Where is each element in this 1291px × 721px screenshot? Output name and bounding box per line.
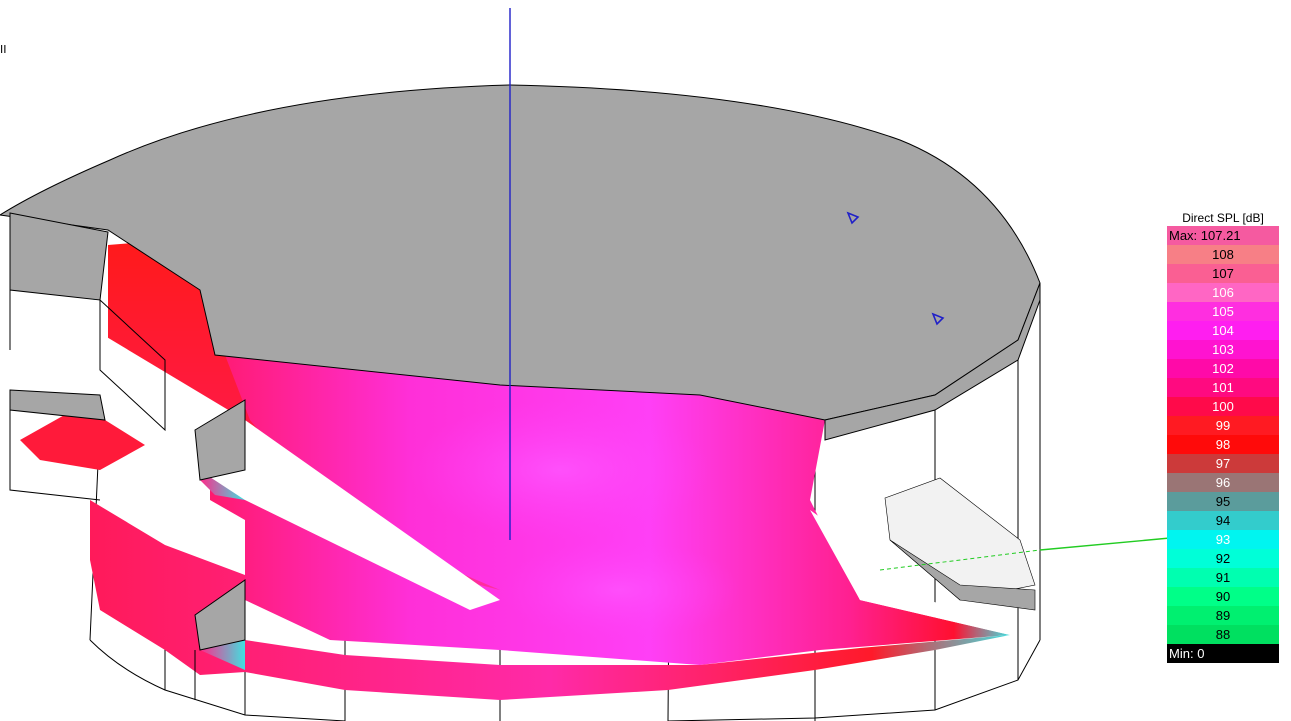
- legend-level: 105: [1167, 302, 1279, 321]
- speaker-icon[interactable]: [846, 211, 860, 225]
- legend-min-label: Min:: [1169, 646, 1194, 661]
- legend-level: 97: [1167, 454, 1279, 473]
- legend-max-value: 107.21: [1200, 228, 1241, 243]
- legend-title: Direct SPL [dB]: [1182, 211, 1264, 225]
- legend-min: Min: 0: [1167, 644, 1279, 663]
- legend-level: 99: [1167, 416, 1279, 435]
- audience-peak-glow: [410, 400, 710, 540]
- legend-level: 107: [1167, 264, 1279, 283]
- spl-legend: Direct SPL [dB] Max: 107.21 108 107 106 105…: [1167, 210, 1279, 663]
- legend-level: 106: [1167, 283, 1279, 302]
- balcony-gap: [810, 510, 1010, 635]
- viewport-corner-marker: II: [0, 43, 7, 56]
- legend-level: 88: [1167, 625, 1279, 644]
- audience-upper-tier: [108, 237, 500, 590]
- legend-max: Max: 107.21: [1167, 226, 1279, 245]
- legend-level: 91: [1167, 568, 1279, 587]
- legend-max-label: Max:: [1169, 228, 1198, 243]
- legend-level: 98: [1167, 435, 1279, 454]
- legend-level: 108: [1167, 245, 1279, 264]
- balcony-boxes: [9, 212, 246, 700]
- speaker-icon[interactable]: [931, 312, 945, 326]
- legend-level: 92: [1167, 549, 1279, 568]
- legend-scale: Max: 107.21 108 107 106 105 104 103 102 101 100 9…: [1167, 226, 1279, 663]
- roof-edge: [824, 282, 1041, 441]
- legend-levels: 108 107 106 105 104 103 102 101 100 99 98 97 96 95 94 9…: [1167, 245, 1279, 644]
- roof: [0, 84, 1041, 421]
- legend-level: 95: [1167, 492, 1279, 511]
- legend-level: 103: [1167, 340, 1279, 359]
- balcony-gap: [95, 330, 500, 610]
- audience-peak-glow: [500, 540, 740, 640]
- horizontal-axis: [1039, 537, 1171, 551]
- legend-level: 89: [1167, 606, 1279, 625]
- legend-level: 90: [1167, 587, 1279, 606]
- legend-min-value: 0: [1197, 646, 1205, 661]
- balcony-right: [884, 477, 1036, 611]
- legend-level: 102: [1167, 359, 1279, 378]
- audience-balcony-left: [20, 395, 145, 470]
- legend-level: 96: [1167, 473, 1279, 492]
- legend-level: 100: [1167, 397, 1279, 416]
- legend-level: 104: [1167, 321, 1279, 340]
- legend-level: 94: [1167, 511, 1279, 530]
- horizontal-axis-dashed: [879, 549, 1041, 571]
- legend-level: 101: [1167, 378, 1279, 397]
- legend-level: 93: [1167, 530, 1279, 549]
